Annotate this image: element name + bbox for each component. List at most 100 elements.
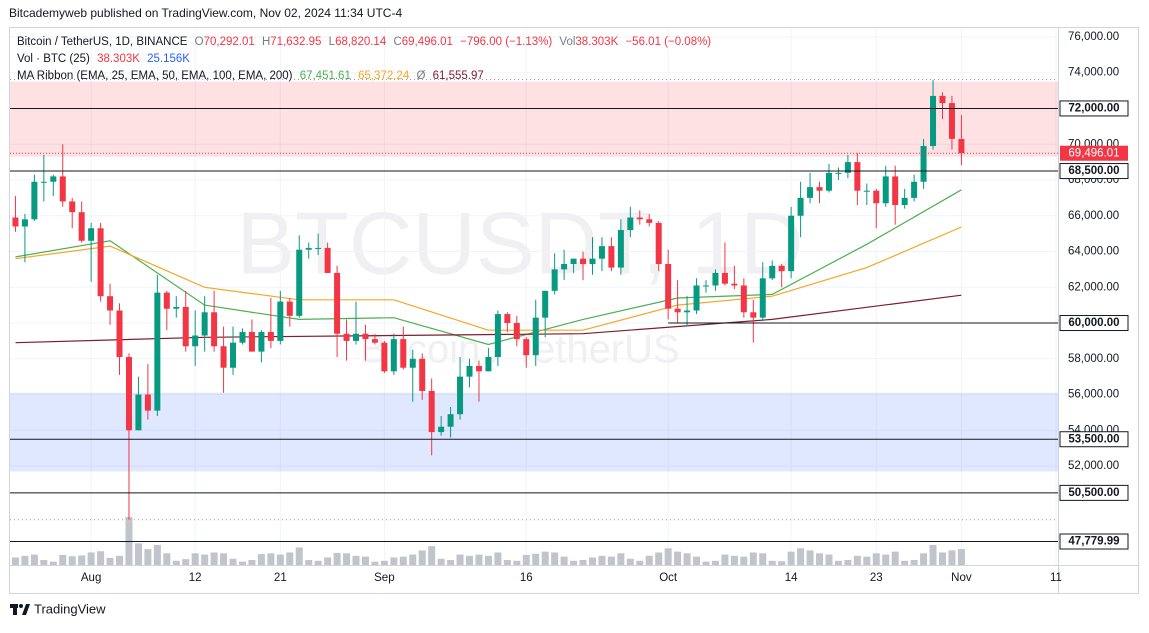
level-label-box	[1059, 315, 1129, 332]
volume-bar	[182, 559, 190, 565]
candle-body	[636, 217, 643, 220]
volume-bar	[267, 553, 275, 565]
candle-body	[712, 272, 719, 286]
candle-body	[504, 314, 511, 324]
volume-bar	[494, 552, 502, 565]
volume-bar	[484, 555, 492, 565]
y-tick-label: 62,000.00	[1068, 281, 1119, 293]
level-label: 72,000.00	[1068, 102, 1119, 114]
candle-body	[362, 333, 369, 340]
candle-body	[816, 187, 823, 191]
volume-bar	[333, 552, 341, 565]
level-label-box	[1059, 533, 1129, 550]
candle-body	[589, 258, 596, 265]
candle-body	[201, 312, 208, 336]
candle-body	[305, 247, 312, 250]
volume-bar	[863, 556, 871, 565]
x-tick-label: Nov	[951, 572, 972, 584]
candle-body	[665, 264, 672, 309]
candle-body	[693, 285, 700, 311]
candle-body	[759, 278, 766, 318]
candle-body	[277, 301, 284, 341]
ohlc-letter: C	[393, 36, 402, 48]
candle-body	[296, 249, 303, 316]
volume-bar	[21, 555, 29, 565]
volume-bar	[40, 559, 48, 565]
volume-bar	[172, 560, 180, 565]
volume-bar	[238, 561, 246, 565]
candle-body	[220, 346, 227, 368]
candle-body	[144, 394, 151, 411]
level-label-box	[1059, 484, 1129, 501]
plot-area	[10, 28, 1058, 565]
candle-body	[230, 342, 237, 368]
volume-bar	[513, 560, 521, 565]
volume-bar	[153, 544, 161, 565]
volume-bar	[210, 552, 218, 565]
volume-bar	[787, 551, 795, 565]
candle-body	[125, 356, 132, 431]
volume-bar	[286, 552, 294, 565]
volume-bar	[674, 551, 682, 565]
y-tick-label: 66,000.00	[1068, 210, 1119, 222]
volume-bar	[929, 544, 937, 565]
volume-bar	[522, 554, 530, 565]
volume-bar	[248, 559, 256, 565]
zone	[10, 392, 1058, 472]
x-tick-label: Sep	[374, 572, 394, 584]
volume-bar	[891, 551, 899, 565]
ma-legend: 61,555.97	[432, 70, 484, 82]
volume-title: Vol · BTC (25)	[17, 53, 90, 65]
ma-title: MA Ribbon (EMA, 25, EMA, 50, EMA, 100, E…	[17, 70, 293, 82]
volume-bar	[957, 549, 965, 565]
candle-body	[40, 181, 47, 183]
vol-change: −56.01 (−0.08%)	[625, 36, 712, 48]
volume-bar	[768, 560, 776, 565]
level-label-box	[1059, 100, 1129, 117]
volume-bar	[588, 557, 596, 565]
volume-bar	[475, 554, 483, 565]
ohlc-value: 69,496.01	[401, 36, 453, 48]
candle-body	[825, 172, 832, 191]
volume-bar	[116, 555, 124, 565]
volume-bar	[721, 554, 729, 565]
candle-body	[958, 138, 965, 154]
volume-bar	[343, 553, 351, 565]
volume-bar	[532, 553, 540, 565]
candle-body	[901, 197, 908, 206]
x-tick-label: Aug	[81, 572, 101, 584]
candle-body	[409, 358, 416, 368]
candle-body	[807, 187, 814, 198]
candle-body	[948, 103, 955, 139]
ma-line	[15, 294, 962, 344]
volume-bar	[551, 552, 559, 565]
y-tick-label: 52,000.00	[1068, 460, 1119, 472]
volume-bar	[541, 551, 549, 565]
volume-bar	[466, 555, 474, 565]
candle-body	[267, 331, 274, 341]
ma-legend: 67,451.61	[299, 70, 351, 82]
candle-body	[617, 230, 624, 268]
volume-bar	[834, 560, 842, 565]
legend-row: Bitcoin / TetherUS, 1D, BINANCE O70,292.…	[17, 34, 715, 51]
volume-bar	[134, 543, 142, 565]
candle-body	[598, 246, 605, 259]
candle-body	[324, 247, 331, 273]
candle-body	[930, 95, 937, 147]
logo-part	[19, 604, 23, 608]
volume-bar	[30, 554, 38, 565]
candle-body	[466, 365, 473, 377]
candle-body	[769, 265, 776, 279]
volume-bar	[352, 555, 360, 565]
y-tick-label: 56,000.00	[1068, 389, 1119, 401]
volume-bar	[607, 556, 615, 565]
candle-body	[627, 217, 634, 231]
volume-bar	[570, 560, 578, 565]
volume-bar	[59, 554, 67, 565]
y-tick-label: 76,000.00	[1068, 31, 1119, 43]
volume-bar	[87, 552, 95, 565]
volume-bar	[456, 554, 464, 565]
candle-body	[873, 190, 880, 204]
volume-bar	[257, 554, 265, 565]
